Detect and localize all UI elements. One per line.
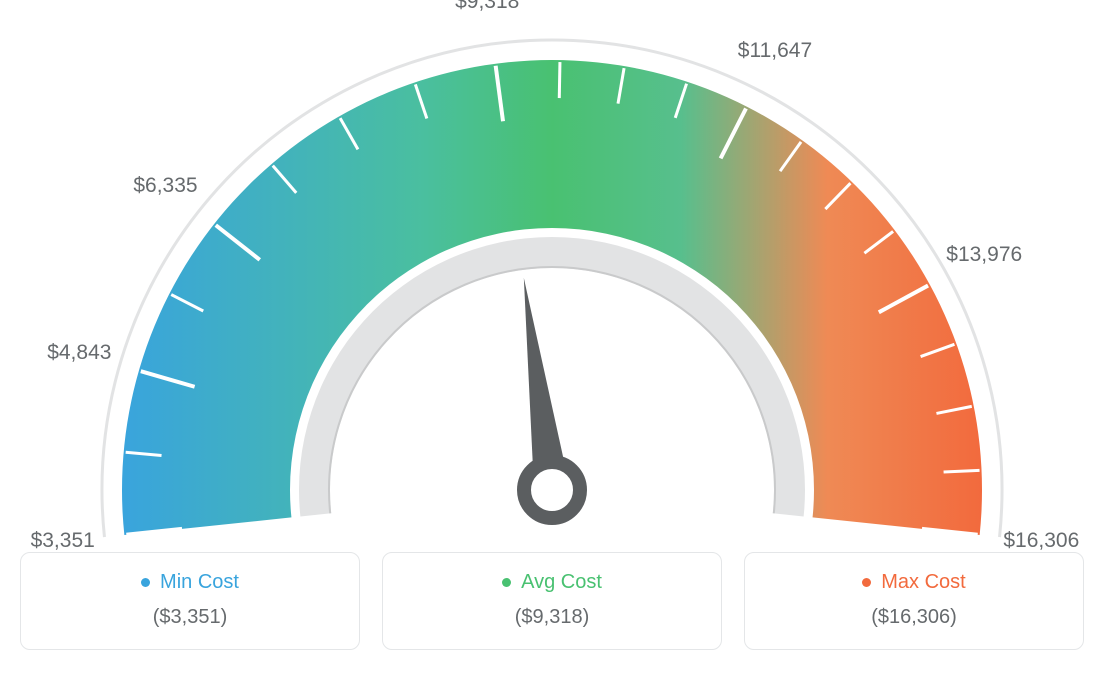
chart-wrap: $3,351$4,843$6,335$9,318$11,647$13,976$1… [20, 20, 1084, 650]
dot-icon [862, 578, 871, 587]
gauge-tick-label: $6,335 [133, 174, 197, 198]
dot-icon [502, 578, 511, 587]
legend-title-max: Max Cost [862, 571, 965, 594]
legend-card-max: Max Cost ($16,306) [744, 552, 1084, 650]
legend-card-min: Min Cost ($3,351) [20, 552, 360, 650]
gauge-tick-label: $16,306 [1003, 529, 1079, 553]
legend-title-text: Min Cost [160, 571, 239, 594]
gauge-tick-label: $3,351 [31, 529, 95, 553]
legend-title-avg: Avg Cost [502, 571, 602, 594]
legend-row: Min Cost ($3,351) Avg Cost ($9,318) Max … [20, 552, 1084, 650]
gauge-tick-label: $9,318 [455, 0, 519, 14]
legend-value-max: ($16,306) [755, 606, 1073, 629]
legend-title-min: Min Cost [141, 571, 239, 594]
dot-icon [141, 578, 150, 587]
legend-card-avg: Avg Cost ($9,318) [382, 552, 722, 650]
gauge-tick-label: $13,976 [946, 243, 1022, 267]
gauge-tick-label: $11,647 [738, 39, 812, 63]
gauge-svg [20, 20, 1084, 540]
legend-title-text: Max Cost [881, 571, 965, 594]
gauge-tick-label: $4,843 [47, 341, 111, 365]
legend-value-avg: ($9,318) [393, 606, 711, 629]
legend-title-text: Avg Cost [521, 571, 602, 594]
gauge-area: $3,351$4,843$6,335$9,318$11,647$13,976$1… [20, 20, 1084, 540]
legend-value-min: ($3,351) [31, 606, 349, 629]
